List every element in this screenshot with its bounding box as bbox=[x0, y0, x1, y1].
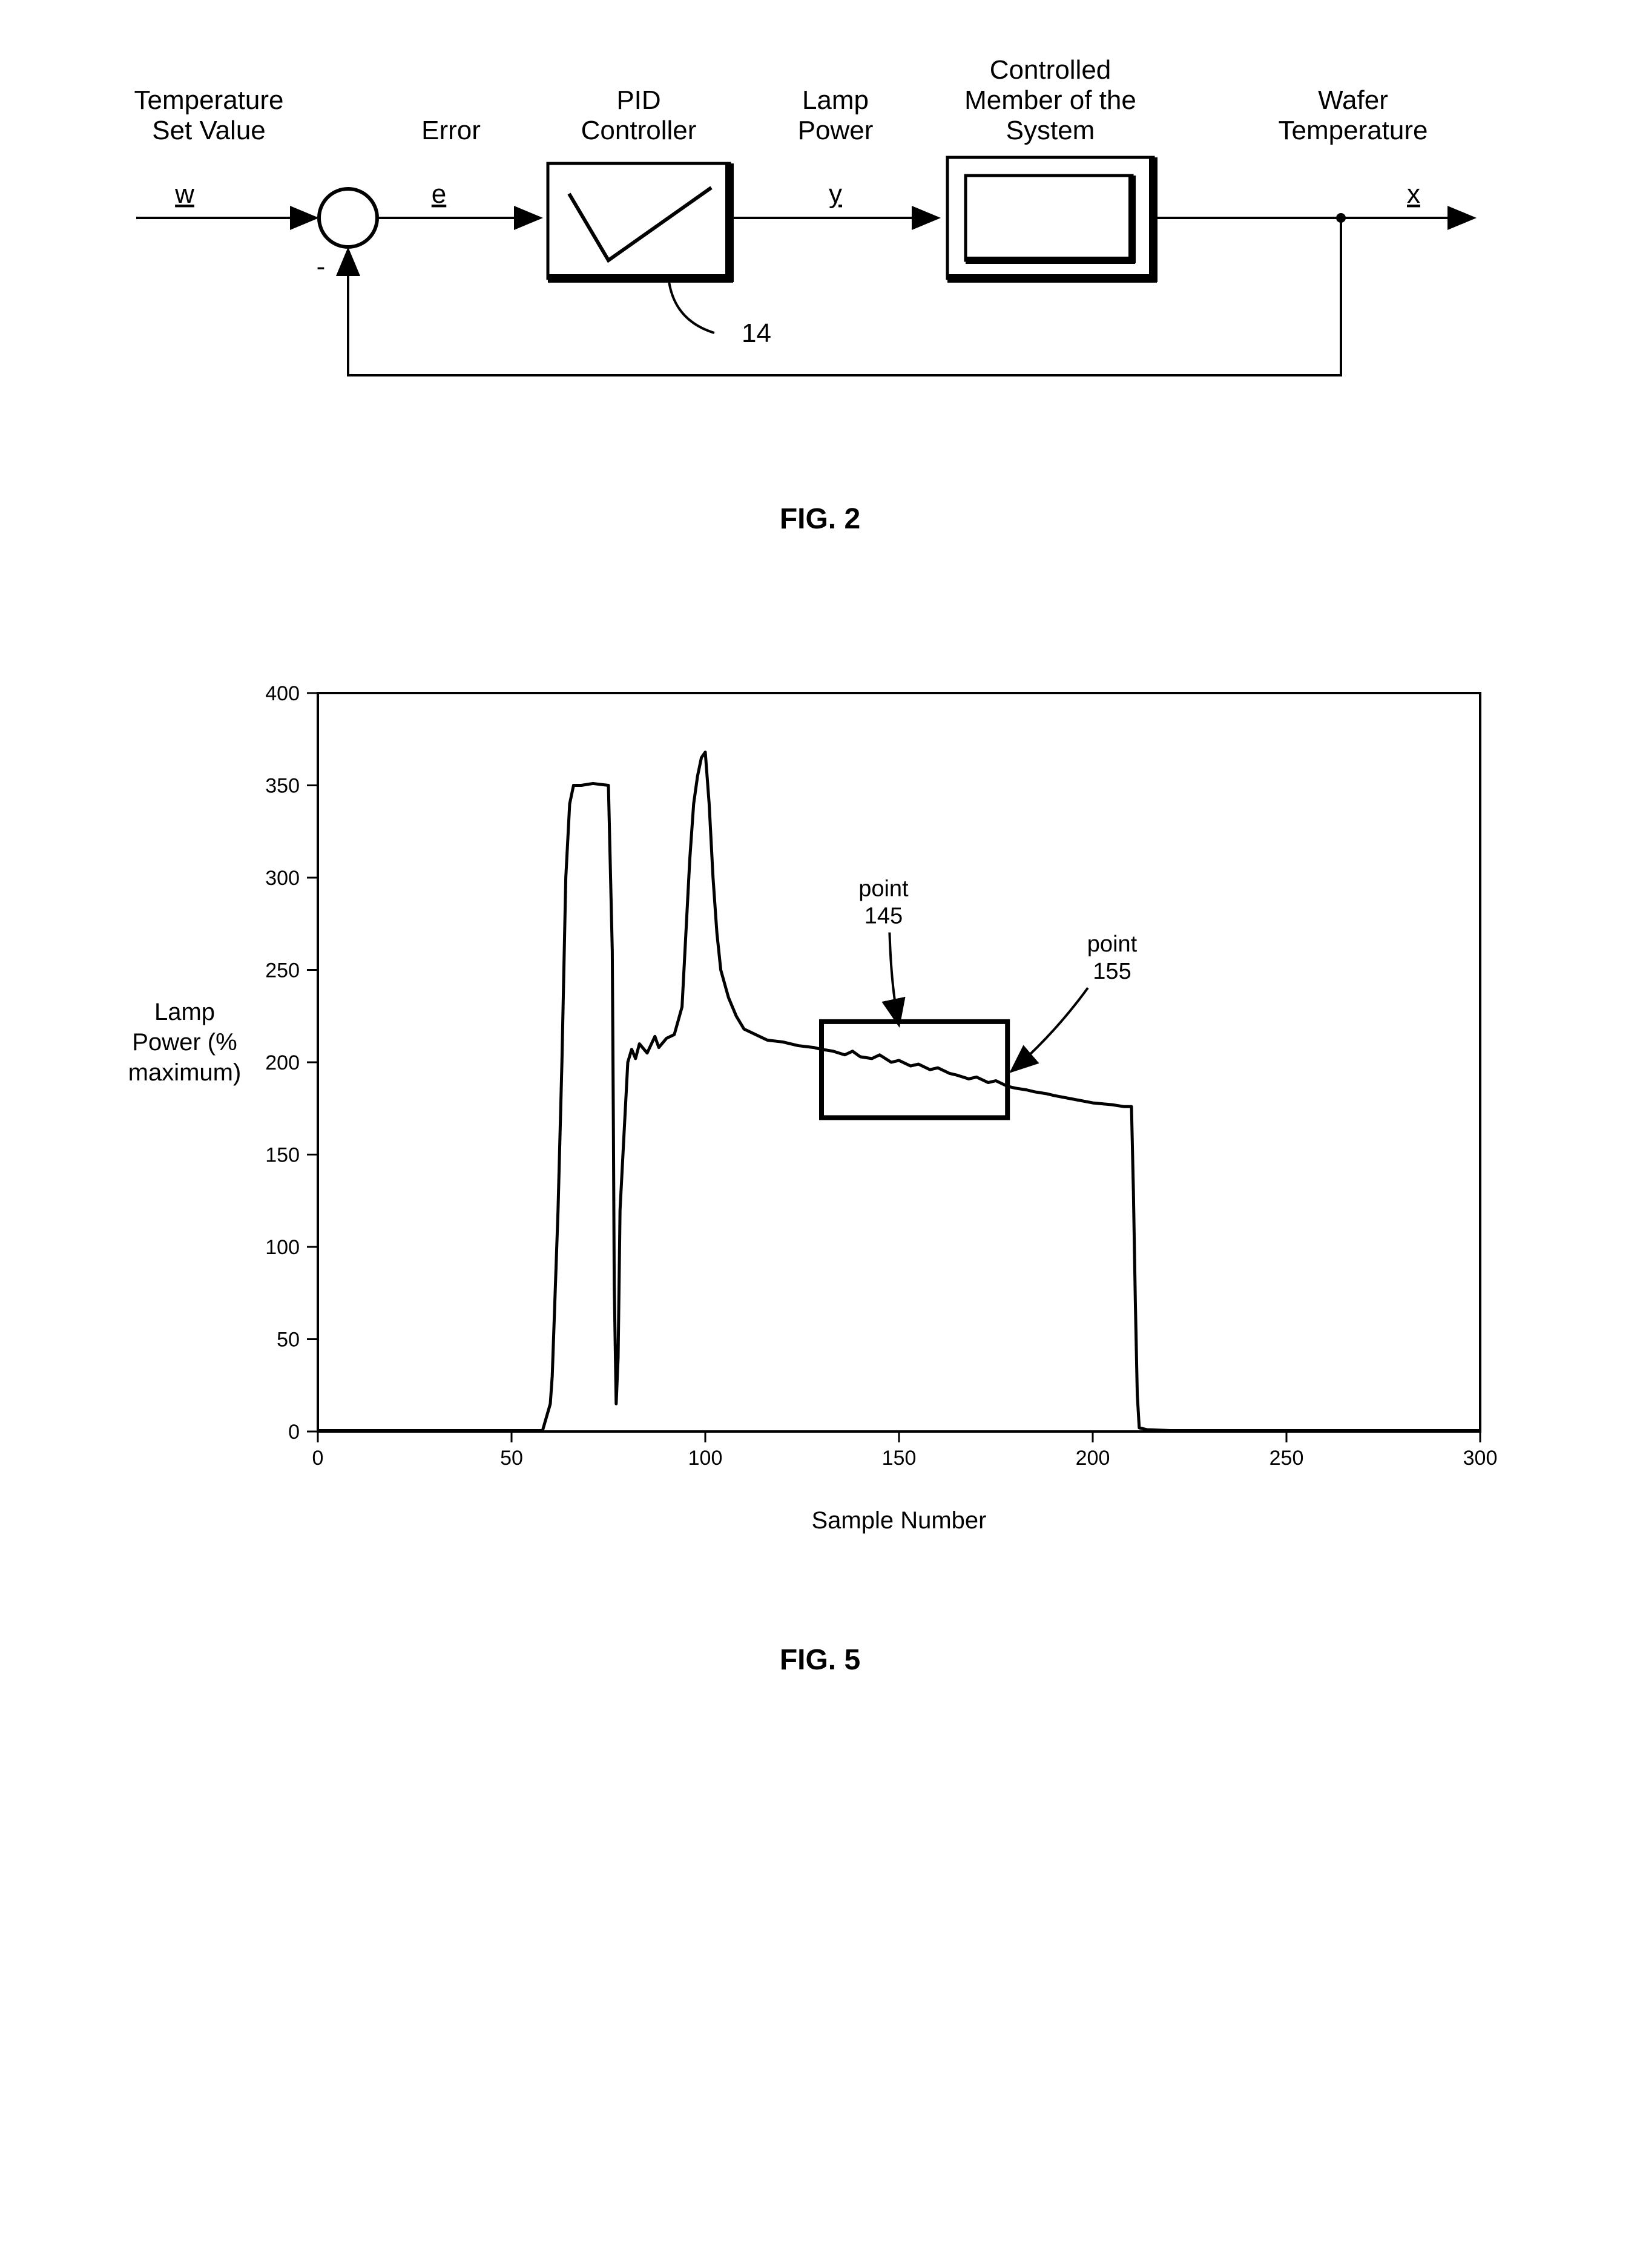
label-temp-set-1: Temperature bbox=[134, 85, 283, 115]
pid-controller-block bbox=[548, 163, 733, 282]
svg-text:200: 200 bbox=[1075, 1447, 1110, 1470]
svg-text:400: 400 bbox=[265, 682, 300, 705]
label-sys-2: Member of the bbox=[964, 85, 1136, 115]
signal-x: x bbox=[1407, 179, 1420, 209]
label-pid-2: Controller bbox=[581, 116, 696, 145]
xlabel: Sample Number bbox=[811, 1507, 986, 1534]
label-pid-1: PID bbox=[616, 85, 660, 115]
svg-text:200: 200 bbox=[265, 1051, 300, 1074]
svg-text:300: 300 bbox=[265, 867, 300, 890]
ylabel-1: Lamp bbox=[154, 999, 214, 1025]
svg-text:300: 300 bbox=[1463, 1447, 1497, 1470]
plot-frame bbox=[318, 693, 1480, 1431]
svg-text:150: 150 bbox=[265, 1144, 300, 1167]
label-error: Error bbox=[421, 116, 481, 145]
ylabel-3: maximum) bbox=[128, 1059, 241, 1086]
label-temp-set-2: Set Value bbox=[152, 116, 266, 145]
fig2-caption: FIG. 2 bbox=[36, 502, 1604, 536]
ref-14: 14 bbox=[742, 318, 771, 348]
svg-text:50: 50 bbox=[500, 1447, 523, 1470]
svg-text:0: 0 bbox=[312, 1447, 323, 1470]
svg-text:350: 350 bbox=[265, 775, 300, 798]
svg-text:point: point bbox=[858, 876, 909, 902]
ylabel-2: Power (% bbox=[132, 1029, 237, 1056]
svg-text:0: 0 bbox=[288, 1421, 300, 1444]
svg-text:145: 145 bbox=[864, 904, 902, 929]
feedback-line bbox=[348, 218, 1341, 375]
signal-e: e bbox=[431, 179, 446, 209]
label-wafer-2: Temperature bbox=[1278, 116, 1428, 145]
svg-text:150: 150 bbox=[881, 1447, 916, 1470]
svg-text:100: 100 bbox=[265, 1236, 300, 1259]
figure-2: Temperature Set Value w - Error e PID Co… bbox=[36, 36, 1604, 536]
minus-sign: - bbox=[316, 252, 325, 281]
figure-5: Lamp Power (% maximum) Sample Number 0 50… bbox=[36, 645, 1604, 1677]
svg-text:point: point bbox=[1087, 932, 1137, 957]
svg-text:250: 250 bbox=[265, 959, 300, 982]
signal-w: w bbox=[174, 179, 194, 209]
label-lamp-2: Power bbox=[797, 116, 873, 145]
label-lamp-1: Lamp bbox=[802, 85, 868, 115]
svg-text:100: 100 bbox=[688, 1447, 722, 1470]
signal-y: y bbox=[829, 179, 842, 209]
fig5-svg: Lamp Power (% maximum) Sample Number 0 50… bbox=[64, 645, 1577, 1613]
label-sys-3: System bbox=[1006, 116, 1095, 145]
svg-text:155: 155 bbox=[1093, 959, 1131, 984]
fig2-svg: Temperature Set Value w - Error e PID Co… bbox=[64, 36, 1577, 472]
svg-text:250: 250 bbox=[1269, 1447, 1303, 1470]
label-sys-1: Controlled bbox=[989, 55, 1111, 85]
controlled-system-block bbox=[947, 157, 1157, 282]
fig5-caption: FIG. 5 bbox=[36, 1643, 1604, 1677]
svg-text:50: 50 bbox=[277, 1329, 300, 1352]
label-wafer-1: Wafer bbox=[1318, 85, 1388, 115]
summing-junction bbox=[319, 189, 377, 247]
